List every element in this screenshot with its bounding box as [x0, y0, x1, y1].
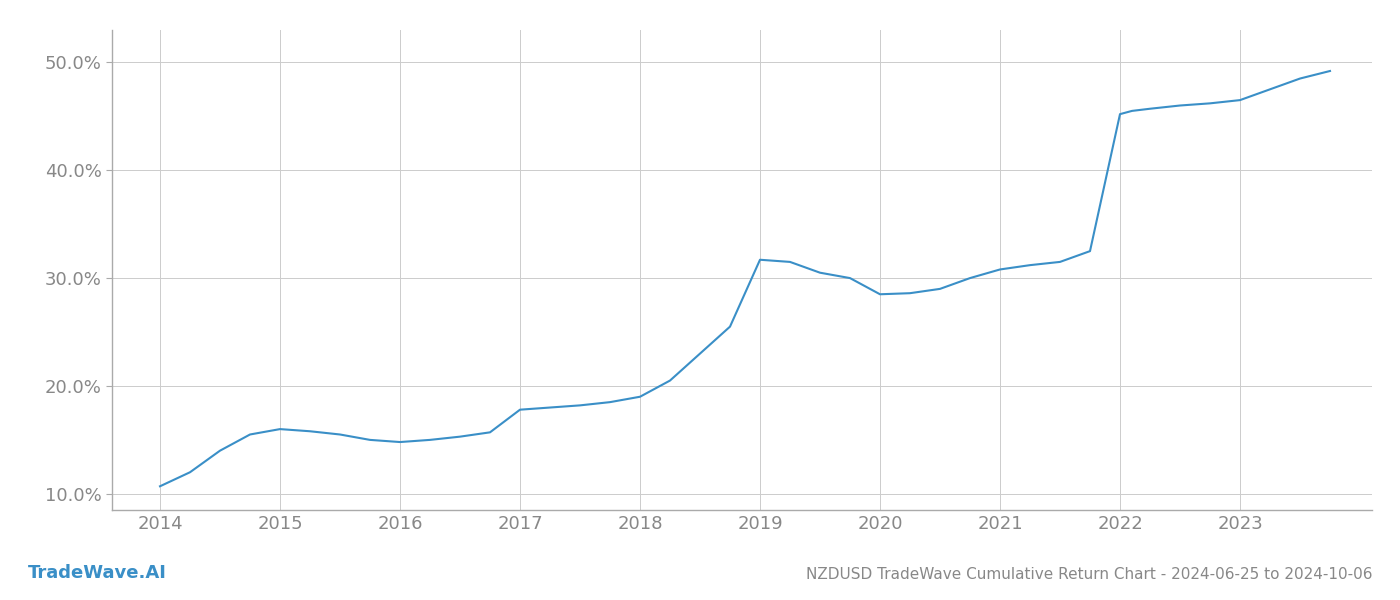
Text: NZDUSD TradeWave Cumulative Return Chart - 2024-06-25 to 2024-10-06: NZDUSD TradeWave Cumulative Return Chart…	[805, 567, 1372, 582]
Text: TradeWave.AI: TradeWave.AI	[28, 564, 167, 582]
